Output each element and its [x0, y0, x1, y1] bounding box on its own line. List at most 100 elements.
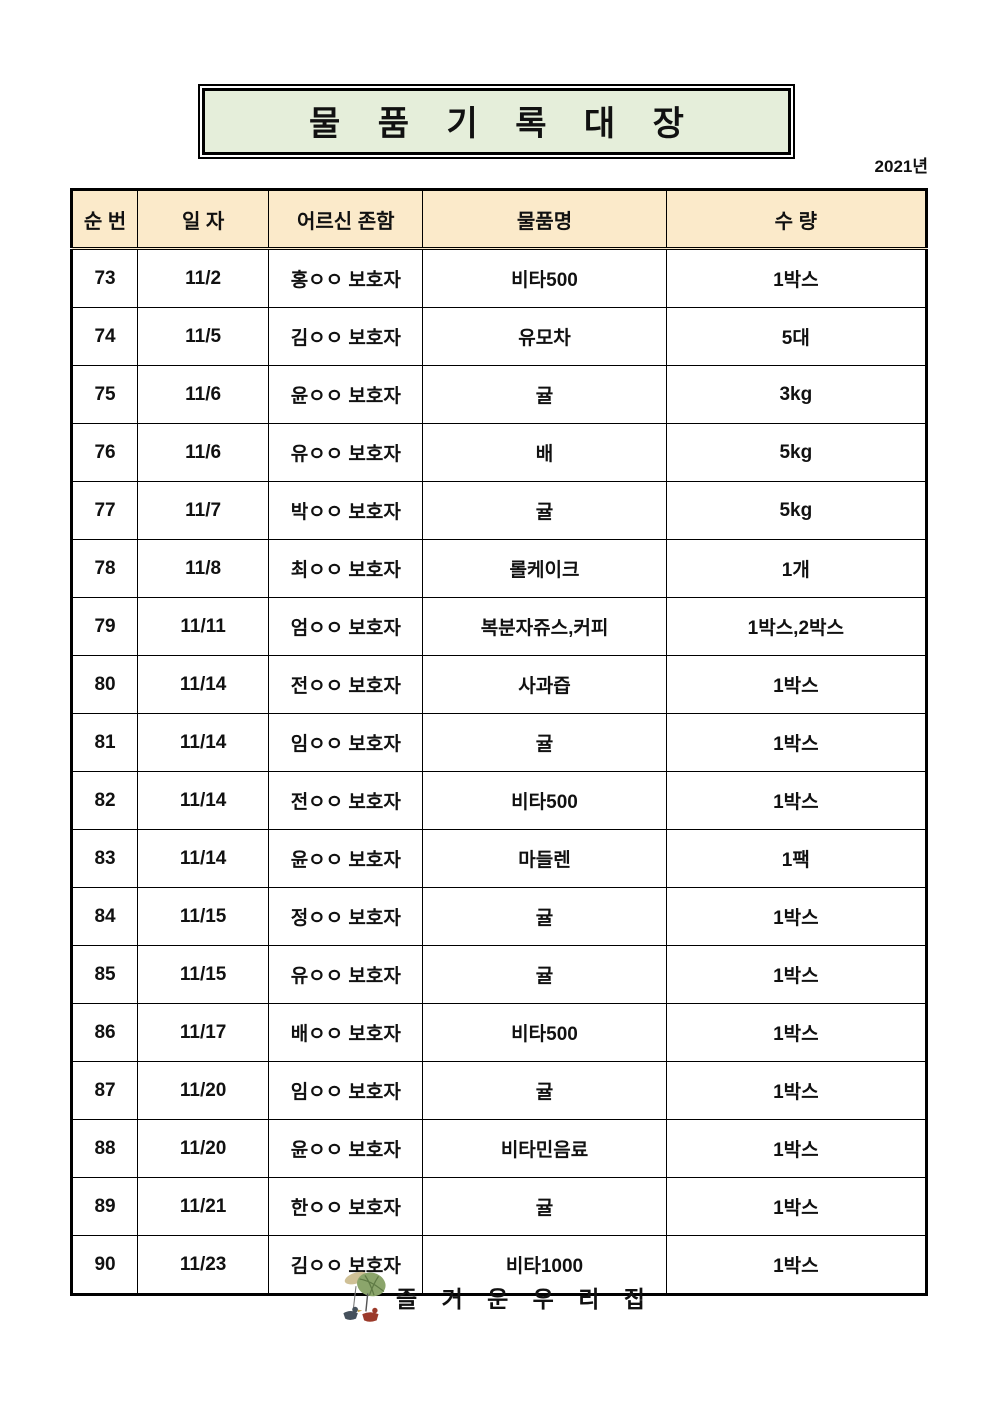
- header-date: 일 자: [137, 189, 270, 250]
- table-row: 73 11/2 홍ㅇㅇ 보호자 비타500 1박스: [70, 248, 928, 308]
- table-row: 80 11/14 전ㅇㅇ 보호자 사과즙 1박스: [70, 655, 928, 714]
- table-row: 85 11/15 유ㅇㅇ 보호자 귤 1박스: [70, 945, 928, 1004]
- cell-date: 11/6: [137, 423, 270, 482]
- cell-no: 79: [70, 597, 139, 656]
- cell-name: 김ㅇㅇ 보호자: [268, 307, 424, 366]
- cell-no: 78: [70, 539, 139, 598]
- table-header: 순 번 일 자 어르신 존함 물품명 수 량: [70, 189, 928, 250]
- header-row: 순 번 일 자 어르신 존함 물품명 수 량: [70, 189, 928, 250]
- cell-no: 73: [70, 248, 139, 308]
- cell-item: 귤: [422, 365, 667, 424]
- cell-date: 11/20: [137, 1061, 270, 1120]
- cell-no: 74: [70, 307, 139, 366]
- table-row: 89 11/21 한ㅇㅇ 보호자 귤 1박스: [70, 1177, 928, 1236]
- cell-item: 비타500: [422, 248, 667, 308]
- cell-item: 마들렌: [422, 829, 667, 888]
- cell-date: 11/20: [137, 1119, 270, 1178]
- cell-date: 11/14: [137, 655, 270, 714]
- cell-no: 86: [70, 1003, 139, 1062]
- cell-qty: 1박스: [665, 655, 928, 714]
- page-title: 물 품 기 록 대 장: [202, 88, 791, 155]
- table-row: 81 11/14 임ㅇㅇ 보호자 귤 1박스: [70, 713, 928, 772]
- cell-item: 비타500: [422, 771, 667, 830]
- cell-qty: 1개: [665, 539, 928, 598]
- cell-no: 89: [70, 1177, 139, 1236]
- cell-item: 귤: [422, 945, 667, 1004]
- cell-no: 85: [70, 945, 139, 1004]
- cell-no: 90: [70, 1235, 139, 1295]
- cell-item: 귤: [422, 887, 667, 946]
- cell-name: 유ㅇㅇ 보호자: [268, 423, 424, 482]
- table-row: 87 11/20 임ㅇㅇ 보호자 귤 1박스: [70, 1061, 928, 1120]
- table-row: 76 11/6 유ㅇㅇ 보호자 배 5kg: [70, 423, 928, 482]
- cell-date: 11/15: [137, 945, 270, 1004]
- cell-date: 11/21: [137, 1177, 270, 1236]
- cell-name: 윤ㅇㅇ 보호자: [268, 365, 424, 424]
- cell-no: 76: [70, 423, 139, 482]
- duck-under-leaf-logo-icon: [343, 1271, 386, 1322]
- cell-name: 박ㅇㅇ 보호자: [268, 481, 424, 540]
- table-row: 88 11/20 윤ㅇㅇ 보호자 비타민음료 1박스: [70, 1119, 928, 1178]
- cell-date: 11/5: [137, 307, 270, 366]
- cell-qty: 5kg: [665, 481, 928, 540]
- cell-name: 윤ㅇㅇ 보호자: [268, 1119, 424, 1178]
- table-row: 82 11/14 전ㅇㅇ 보호자 비타500 1박스: [70, 771, 928, 830]
- table-row: 90 11/23 김ㅇㅇ 보호자 비타1000 1박스: [70, 1235, 928, 1295]
- table-row: 86 11/17 배ㅇㅇ 보호자 비타500 1박스: [70, 1003, 928, 1062]
- cell-no: 82: [70, 771, 139, 830]
- cell-item: 비타500: [422, 1003, 667, 1062]
- cell-qty: 1박스: [665, 887, 928, 946]
- header-item: 물품명: [422, 189, 667, 250]
- cell-no: 88: [70, 1119, 139, 1178]
- cell-date: 11/14: [137, 771, 270, 830]
- cell-date: 11/8: [137, 539, 270, 598]
- cell-item: 귤: [422, 1061, 667, 1120]
- cell-item: 복분자쥬스,커피: [422, 597, 667, 656]
- cell-qty: 1박스: [665, 1177, 928, 1236]
- cell-qty: 1박스: [665, 1235, 928, 1295]
- cell-name: 윤ㅇㅇ 보호자: [268, 829, 424, 888]
- cell-qty: 1박스: [665, 713, 928, 772]
- table-row: 78 11/8 최ㅇㅇ 보호자 롤케이크 1개: [70, 539, 928, 598]
- cell-date: 11/14: [137, 829, 270, 888]
- cell-no: 81: [70, 713, 139, 772]
- cell-name: 홍ㅇㅇ 보호자: [268, 248, 424, 308]
- table-row: 77 11/7 박ㅇㅇ 보호자 귤 5kg: [70, 481, 928, 540]
- cell-item: 귤: [422, 1177, 667, 1236]
- cell-no: 87: [70, 1061, 139, 1120]
- brand-name: 즐 거 운 우 리 집: [396, 1286, 654, 1312]
- cell-date: 11/14: [137, 713, 270, 772]
- cell-name: 임ㅇㅇ 보호자: [268, 1061, 424, 1120]
- header-no: 순 번: [70, 189, 139, 250]
- cell-no: 84: [70, 887, 139, 946]
- cell-no: 80: [70, 655, 139, 714]
- cell-qty: 5kg: [665, 423, 928, 482]
- header-qty: 수 량: [665, 189, 928, 250]
- cell-name: 정ㅇㅇ 보호자: [268, 887, 424, 946]
- title-box: 물 품 기 록 대 장: [198, 84, 795, 159]
- cell-name: 최ㅇㅇ 보호자: [268, 539, 424, 598]
- cell-name: 전ㅇㅇ 보호자: [268, 771, 424, 830]
- cell-no: 77: [70, 481, 139, 540]
- cell-qty: 1박스: [665, 248, 928, 308]
- cell-no: 83: [70, 829, 139, 888]
- cell-date: 11/15: [137, 887, 270, 946]
- header-name: 어르신 존함: [268, 189, 424, 250]
- cell-name: 한ㅇㅇ 보호자: [268, 1177, 424, 1236]
- cell-qty: 1박스: [665, 1061, 928, 1120]
- ledger-body: 73 11/2 홍ㅇㅇ 보호자 비타500 1박스 74 11/5 김ㅇㅇ 보호자 유모차 5대 7…: [70, 248, 928, 1295]
- cell-qty: 5대: [665, 307, 928, 366]
- cell-item: 비타민음료: [422, 1119, 667, 1178]
- cell-name: 유ㅇㅇ 보호자: [268, 945, 424, 1004]
- cell-date: 11/17: [137, 1003, 270, 1062]
- cell-name: 배ㅇㅇ 보호자: [268, 1003, 424, 1062]
- table-row: 84 11/15 정ㅇㅇ 보호자 귤 1박스: [70, 887, 928, 946]
- table-row: 74 11/5 김ㅇㅇ 보호자 유모차 5대: [70, 307, 928, 366]
- cell-item: 유모차: [422, 307, 667, 366]
- cell-qty: 1박스: [665, 1003, 928, 1062]
- cell-item: 귤: [422, 481, 667, 540]
- year-label: 2021년: [874, 157, 928, 176]
- cell-item: 비타1000: [422, 1235, 667, 1295]
- cell-qty: 1박스: [665, 771, 928, 830]
